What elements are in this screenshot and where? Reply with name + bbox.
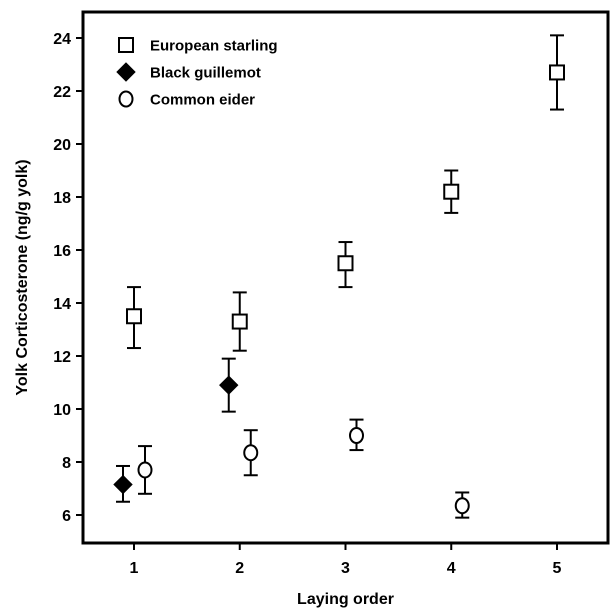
y-tick-label: 18 — [53, 190, 71, 207]
y-axis-title: Yolk Corticosterone (ng/g yolk) — [14, 159, 31, 395]
legend-label: Black guillemot — [150, 65, 261, 82]
legend-marker — [118, 37, 134, 53]
data-point — [126, 308, 142, 325]
data-point — [337, 255, 354, 272]
y-tick-label: 16 — [53, 243, 71, 260]
legend-label: European starling — [150, 38, 278, 55]
x-tick-label: 4 — [447, 560, 456, 577]
x-tick-label: 3 — [341, 560, 350, 577]
series-european-starling — [126, 34, 565, 352]
legend-marker — [116, 62, 136, 82]
series-common-eider — [137, 418, 470, 519]
y-tick-label: 24 — [53, 31, 71, 48]
x-tick-label: 1 — [130, 560, 139, 577]
data-point — [113, 474, 133, 495]
data-point — [454, 497, 470, 515]
y-tick-label: 14 — [53, 296, 71, 313]
series-black-guillemot — [113, 357, 239, 503]
x-axis-ticks: 1 2 3 4 5 — [130, 543, 562, 577]
legend-item: European starling — [118, 37, 278, 55]
data-point — [243, 444, 259, 462]
x-tick-label: 5 — [553, 560, 562, 577]
y-tick-label: 6 — [62, 508, 71, 525]
x-tick-label: 2 — [235, 560, 244, 577]
y-tick-label: 20 — [53, 137, 71, 154]
data-point — [443, 183, 460, 200]
y-axis-ticks: 6 8 10 12 14 16 18 20 22 24 — [53, 31, 83, 525]
data-point — [349, 427, 364, 444]
legend-item: Black guillemot — [116, 62, 261, 82]
legend-item: Common eider — [118, 90, 255, 109]
legend-marker — [118, 90, 134, 108]
data-point — [219, 375, 239, 395]
legend: European starling Black guillemot Common e… — [116, 37, 278, 109]
y-tick-label: 12 — [53, 349, 71, 366]
legend-label: Common eider — [150, 92, 255, 109]
y-tick-label: 10 — [53, 402, 71, 419]
data-point — [549, 64, 565, 81]
y-tick-label: 22 — [53, 84, 71, 101]
x-axis-title: Laying order — [297, 591, 394, 608]
data-point — [137, 461, 153, 479]
y-tick-label: 8 — [62, 455, 71, 472]
data-point — [231, 313, 248, 330]
